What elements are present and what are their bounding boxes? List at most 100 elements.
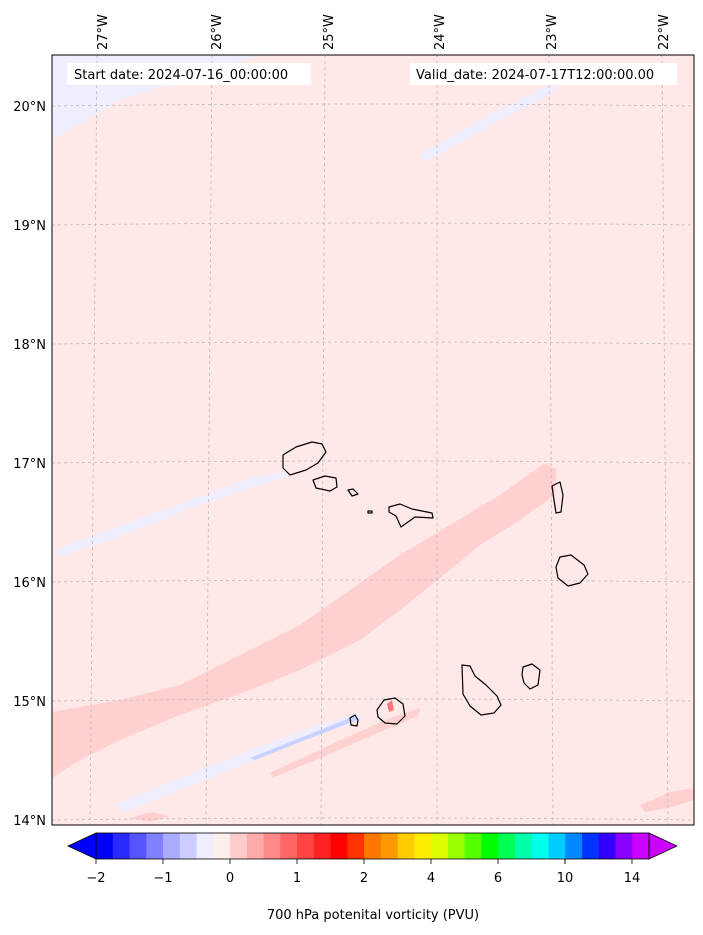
map-frame [51,54,695,826]
colorbar-swatch [514,833,533,859]
coastline-brava [349,714,359,727]
colorbar-swatches [96,833,650,859]
vorticity-field [52,55,694,825]
graticule [52,55,694,825]
colorbar-swatch [380,833,399,859]
lon-label-24w: 24°W [433,14,448,50]
colorbar-over-arrow [648,832,678,860]
longitude-labels: 27°W 26°W 25°W 24°W 23°W 22°W [96,14,672,50]
colorbar-swatch [163,833,181,859]
cb-label-4: 4 [427,871,435,886]
colorbar-swatch [632,833,650,859]
lon-label-27w: 27°W [96,14,111,50]
coastlines [282,441,589,727]
parallel-17n [52,460,694,464]
negative-streak-north [420,80,560,160]
start-date-text: Start date: 2024-07-16_00:00:00 [74,68,288,83]
colorbar-swatch [297,833,315,859]
colorbar-swatch [129,833,147,859]
coastline-maio [521,663,541,690]
colorbar-swatch [531,833,550,859]
colorbar-swatch [263,833,281,859]
coastline-santa-luzia [347,488,359,497]
meridian-26w [205,55,213,825]
positive-core-island [387,700,394,712]
colorbar-swatch [498,833,516,859]
lat-label-18n: 18°N [13,338,46,353]
colorbar-swatch [431,833,449,859]
colorbar-ticks [95,859,633,864]
meridian-27w [89,55,98,825]
map-panel: Start date: 2024-07-16_00:00:00 Valid_da… [13,14,695,829]
meridian-22w [661,55,669,825]
colorbar-swatch [146,833,164,859]
colorbar-swatch [347,833,365,859]
meridian-25w [320,55,326,825]
cb-label-m2: −2 [86,871,105,886]
cb-label-6: 6 [494,871,502,886]
lat-label-19n: 19°N [13,219,46,234]
colorbar-swatch [96,833,114,859]
colorbar-swatch [598,833,617,859]
positive-patch-south [130,812,170,822]
colorbar-swatch [565,833,583,859]
parallel-20n [52,103,694,107]
colorbar-swatch [615,833,633,859]
lon-label-23w: 23°W [545,14,560,50]
colorbar-swatch [581,833,600,859]
colorbar-swatch [280,833,298,859]
coastline-boa-vista [555,554,589,587]
colorbar-tick-labels: −2 −1 0 1 2 4 6 8 10 14 [86,871,640,886]
coastline-raso [367,510,373,514]
cb-label-14: 14 [624,871,641,886]
colorbar: −2 −1 0 1 2 4 6 8 10 14 700 hPa potenita… [67,832,678,923]
lon-label-22w: 22°W [657,14,672,50]
colorbar-swatch [230,833,248,859]
coastline-fogo [376,697,406,725]
negative-core-south [250,716,357,760]
colorbar-swatch [112,833,131,859]
valid-date-box: Valid_date: 2024-07-17T12:00:00.00 [410,63,677,85]
cb-label-10: 10 [557,871,574,886]
start-date-background [67,63,311,85]
coastline-sao-vicente [312,475,338,492]
lon-label-25w: 25°W [322,14,337,50]
colorbar-swatch [397,833,415,859]
valid-date-text: Valid_date: 2024-07-17T12:00:00.00 [416,68,654,83]
negative-streak-south [115,712,362,812]
parallel-14n [52,817,694,821]
lat-label-17n: 17°N [13,457,46,472]
negative-streak-west [55,470,290,557]
parallel-16n [52,579,694,583]
latitude-labels: 20°N 19°N 18°N 17°N 16°N 15°N 14°N [13,100,46,829]
colorbar-swatch [447,833,466,859]
colorbar-swatch [196,833,214,859]
colorbar-swatch [364,833,382,859]
parallel-18n [52,341,694,345]
positive-vorticity-band [52,463,556,778]
parallel-19n [52,222,694,226]
colorbar-swatch [213,833,231,859]
lat-label-14n: 14°N [13,814,46,829]
coastline-sao-nicolau [388,503,434,528]
cb-label-m1: −1 [153,871,172,886]
colorbar-frame [95,832,650,860]
positive-patch-southeast [640,788,694,812]
parallel-15n [52,698,694,702]
colorbar-title: 700 hPa potenital vorticity (PVU) [267,908,479,923]
colorbar-swatch [330,833,348,859]
colorbar-swatch [313,833,332,859]
colorbar-swatch [548,833,566,859]
cb-label-0: 0 [226,871,234,886]
cb-label-1: 1 [293,871,301,886]
meridian-23w [548,55,554,825]
colorbar-swatch [246,833,265,859]
lat-label-15n: 15°N [13,695,46,710]
valid-date-background [410,63,677,85]
colorbar-swatch [179,833,198,859]
coastline-santo-antao [282,441,327,476]
lat-label-20n: 20°N [13,100,46,115]
positive-streak-south [270,708,420,778]
lon-label-26w: 26°W [210,14,225,50]
